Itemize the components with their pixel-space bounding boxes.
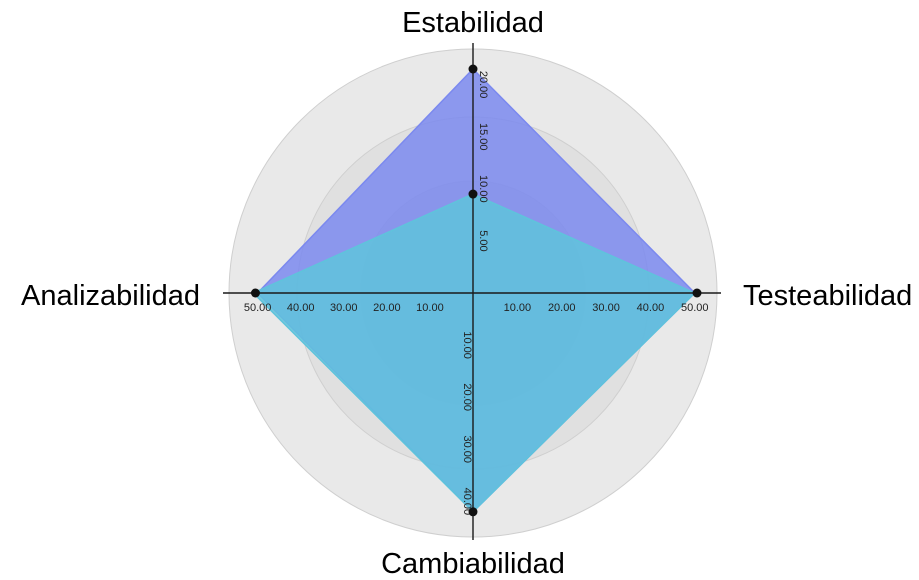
tick-label-testeabilidad: 40.00 [637,302,665,314]
axis-title-estabilidad: Estabilidad [402,7,544,39]
tick-label-testeabilidad: 30.00 [592,302,620,314]
tick-label-estabilidad: 15.00 [477,123,489,151]
axis-title-cambiabilidad: Cambiabilidad [381,548,565,580]
tick-label-cambiabilidad: 10.00 [461,331,473,359]
tick-label-estabilidad: 20.00 [477,71,489,99]
data-marker [468,189,478,199]
tick-label-analizabilidad: 50.00 [244,302,272,314]
tick-label-cambiabilidad: 30.00 [461,436,473,464]
tick-labels: 5.00 10.00 15.00 20.00 10.00 20.00 30.00 40.00 5… [244,71,709,515]
tick-label-analizabilidad: 20.00 [373,302,401,314]
data-marker [692,288,702,298]
tick-label-testeabilidad: 10.00 [504,302,532,314]
tick-label-analizabilidad: 10.00 [416,302,444,314]
data-markers [250,64,702,517]
tick-label-analizabilidad: 30.00 [330,302,358,314]
axis-lines [223,43,721,540]
tick-label-estabilidad: 10.00 [477,175,489,203]
tick-label-estabilidad: 5.00 [477,230,489,251]
tick-label-analizabilidad: 40.00 [287,302,315,314]
tick-label-testeabilidad: 50.00 [681,302,709,314]
tick-label-cambiabilidad: 20.00 [461,383,473,411]
tick-label-testeabilidad: 20.00 [548,302,576,314]
tick-label-cambiabilidad: 40.00 [461,488,473,516]
data-marker [468,507,478,517]
axis-title-testeabilidad: Testeabilidad [743,280,912,312]
axis-title-analizabilidad: Analizabilidad [21,280,200,312]
data-marker [250,288,260,298]
data-marker [468,64,478,74]
